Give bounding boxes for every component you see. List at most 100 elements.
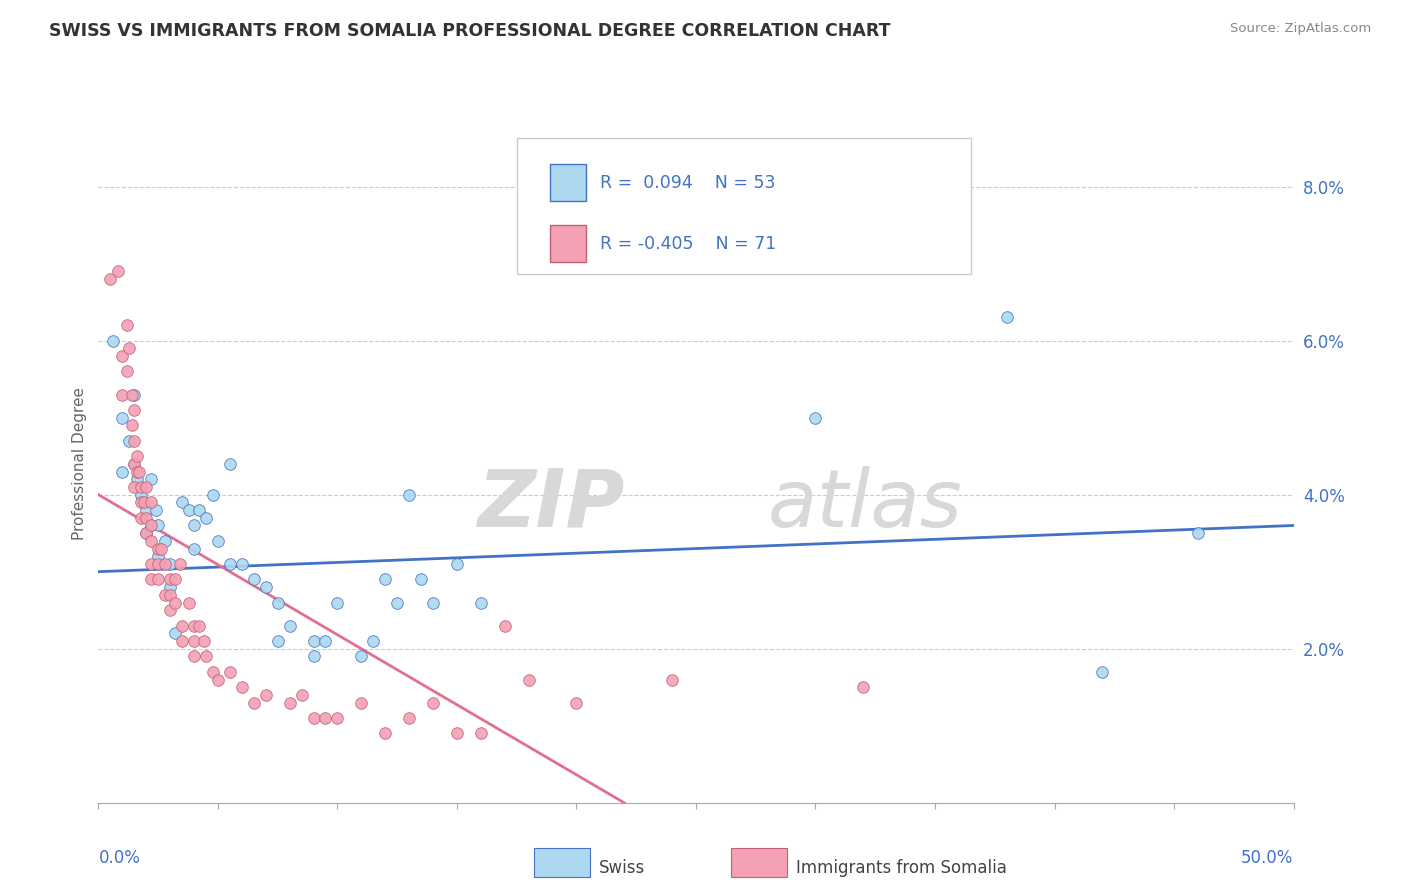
Point [139,495,162,509]
Text: Source: ZipAtlas.com: Source: ZipAtlas.com [1230,22,1371,36]
Point [139,557,162,571]
Point [183,618,205,632]
Point [411,573,433,587]
Point [207,533,229,548]
Point [179,503,201,517]
Point [172,495,194,509]
Point [187,618,209,632]
Point [804,410,827,425]
Point [446,557,468,571]
Point [254,688,277,702]
Point [302,711,325,725]
Text: ZIP: ZIP [477,466,624,543]
Point [374,573,396,587]
Point [398,488,420,502]
Point [139,573,162,587]
Point [101,334,124,348]
Point [267,595,290,609]
Point [661,673,683,687]
Point [470,726,492,740]
Text: 50.0%: 50.0% [1241,849,1294,867]
Point [278,696,301,710]
Point [111,349,134,363]
Text: SWISS VS IMMIGRANTS FROM SOMALIA PROFESSIONAL DEGREE CORRELATION CHART: SWISS VS IMMIGRANTS FROM SOMALIA PROFESS… [49,22,891,40]
Point [131,488,153,502]
Point [149,541,172,556]
Point [219,665,242,679]
Point [193,634,215,648]
Point [243,573,266,587]
Point [111,465,134,479]
Point [163,595,186,609]
Point [374,726,396,740]
Point [145,503,167,517]
Point [207,673,229,687]
Point [135,526,157,541]
Point [125,465,148,479]
Point [124,434,146,448]
Point [194,510,217,524]
Point [179,595,201,609]
Text: R = -0.405    N = 71: R = -0.405 N = 71 [600,235,776,252]
Point [135,503,157,517]
Point [124,480,146,494]
Point [326,595,349,609]
Point [139,533,162,548]
Point [315,634,337,648]
Point [398,711,420,725]
Point [148,557,170,571]
Point [661,241,683,255]
Point [183,634,205,648]
Point [350,696,373,710]
Point [385,595,409,609]
Point [139,518,162,533]
Point [121,387,143,401]
Point [155,557,177,571]
Point [422,696,444,710]
Point [148,541,170,556]
Point [254,580,277,594]
Point [278,618,301,632]
Point [202,488,225,502]
Point [243,696,266,710]
Point [125,449,148,463]
Point [1187,526,1209,541]
Point [363,634,385,648]
Point [118,434,141,448]
Point [155,533,177,548]
Point [350,649,373,664]
Point [148,549,170,564]
Point [315,711,337,725]
Point [163,573,186,587]
Point [159,580,181,594]
Point [302,634,325,648]
Text: 0.0%: 0.0% [98,849,141,867]
Point [98,272,122,286]
Point [202,665,225,679]
Point [231,680,253,694]
Point [183,649,205,664]
Text: R =  0.094    N = 53: R = 0.094 N = 53 [600,174,776,192]
Point [163,626,186,640]
Point [565,696,588,710]
Point [131,495,153,509]
Point [290,688,312,702]
Point [187,503,209,517]
Point [131,510,153,524]
Point [121,418,143,433]
Point [219,457,242,471]
Point [107,264,129,278]
Point [470,595,492,609]
Point [494,618,516,632]
Point [124,403,146,417]
Point [124,457,146,471]
Point [111,387,134,401]
Point [132,495,155,509]
Point [159,573,181,587]
Text: Swiss: Swiss [599,859,645,877]
Point [995,310,1018,325]
Point [111,410,134,425]
FancyBboxPatch shape [550,164,586,202]
Point [183,541,205,556]
Text: atlas: atlas [768,466,963,543]
